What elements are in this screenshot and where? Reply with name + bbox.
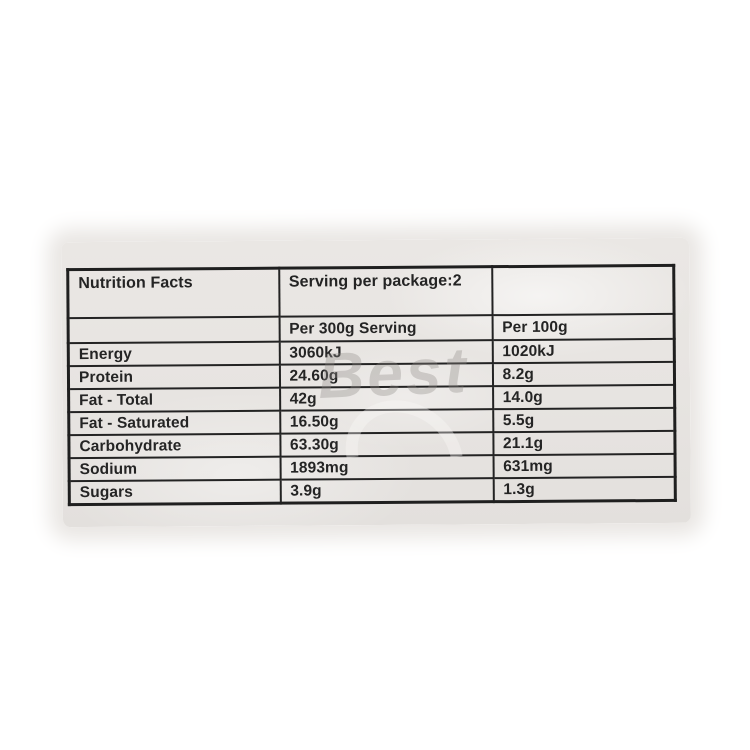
per-serving-value: 3060kJ	[279, 340, 493, 365]
per-100g-value: 631mg	[493, 453, 676, 479]
per-100g-value: 5.5g	[492, 407, 675, 433]
per-serving-value: 24.60g	[279, 363, 493, 388]
nutrient-label: Carbohydrate	[68, 433, 281, 459]
column-header-per-serving: Per 300g Serving	[279, 315, 493, 342]
table-row-sugars: Sugars 3.9g 1.3g	[69, 476, 676, 505]
nutrient-label: Energy	[68, 341, 280, 367]
per-100g-value: 14.0g	[492, 384, 675, 410]
table-header-row: Nutrition Facts Serving per package:2	[67, 265, 675, 319]
nutrient-label: Sugars	[69, 479, 281, 505]
table-title: Nutrition Facts	[67, 268, 280, 319]
serving-per-package: Serving per package:2	[278, 266, 493, 317]
nutrition-facts-table: Nutrition Facts Serving per package:2 Pe…	[66, 263, 677, 507]
per-serving-value: 16.50g	[279, 409, 493, 434]
per-serving-value: 63.30g	[279, 432, 494, 457]
per-serving-value: 3.9g	[280, 478, 494, 504]
per-100g-value: 1020kJ	[492, 338, 675, 364]
per-100g-value: 1.3g	[493, 476, 676, 502]
per-100g-value: 8.2g	[492, 361, 675, 387]
subheader-empty-cell	[68, 316, 280, 344]
nutrient-label: Fat - Saturated	[68, 410, 280, 436]
nutrient-label: Sodium	[69, 456, 281, 482]
nutrient-label: Fat - Total	[68, 387, 280, 413]
per-serving-value: 1893mg	[280, 455, 494, 480]
per-serving-value: 42g	[279, 386, 493, 411]
column-header-per-100g: Per 100g	[492, 313, 675, 341]
per-100g-value: 21.1g	[492, 430, 676, 456]
nutrient-label: Protein	[68, 364, 280, 390]
header-empty-cell	[491, 265, 675, 316]
